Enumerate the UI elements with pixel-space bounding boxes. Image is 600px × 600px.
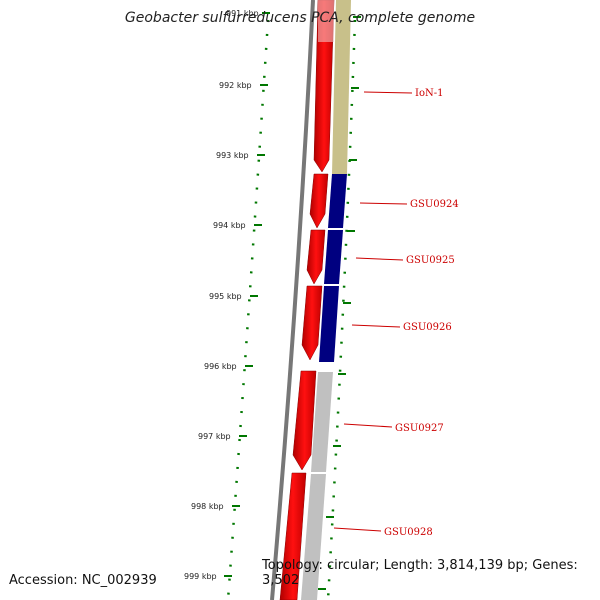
gene-arrow-red[interactable] [306, 229, 326, 285]
gene-block-GSU0925[interactable] [324, 230, 343, 284]
gene-label-text: GSU0924 [410, 199, 459, 210]
gene-label-IoN-1: IoN-1 [363, 88, 443, 99]
gene-arrow-red[interactable] [279, 472, 307, 600]
gene-block-GSU0927[interactable] [311, 372, 333, 472]
gene-label-GSU0927: GSU0927 [343, 423, 444, 434]
gene-block-GSU0926[interactable] [319, 286, 339, 362]
gene-cap [318, 0, 334, 42]
kbp-tick-label: 998 kbp [191, 502, 224, 511]
genome-backbone [270, 0, 315, 600]
gene-label-GSU0924: GSU0924 [359, 199, 459, 210]
gene-block-IoN-1[interactable] [332, 0, 351, 174]
kbp-tick-group-991: 991 kbp [226, 9, 270, 18]
kbp-tick-group-996: 996 kbp [204, 362, 253, 371]
kbp-tick-label: 996 kbp [204, 362, 237, 371]
outer-tick-marks [318, 16, 361, 590]
gene-label-GSU0925: GSU0925 [355, 255, 455, 266]
kbp-tick-label: 999 kbp [184, 572, 217, 581]
kbp-tick-label: 994 kbp [213, 221, 246, 230]
kbp-tick-group-998: 998 kbp [191, 502, 240, 511]
kbp-tick-group-992: 992 kbp [219, 81, 268, 90]
gene-block-GSU0924[interactable] [328, 174, 347, 228]
reverse-strand-genes [301, 0, 351, 600]
scale-dotted-track [226, 19, 270, 600]
kbp-tick-label: 993 kbp [216, 151, 249, 160]
forward-strand-genes [279, 0, 335, 600]
gene-label-text: IoN-1 [415, 88, 443, 99]
kbp-tick-group-997: 997 kbp [198, 432, 247, 441]
kbp-tick-label: 997 kbp [198, 432, 231, 441]
gene-label-text: GSU0925 [406, 255, 455, 266]
kbp-tick-label: 995 kbp [209, 292, 242, 301]
gene-arrow-red[interactable] [313, 0, 335, 173]
gene-label-text: GSU0928 [384, 527, 433, 538]
kbp-tick-label: 991 kbp [226, 9, 259, 18]
gene-arrow-red[interactable] [309, 173, 329, 229]
kbp-tick-group-993: 993 kbp [216, 151, 265, 160]
gene-block-GSU0928[interactable] [301, 474, 326, 600]
kbp-tick-group-999: 999 kbp [184, 572, 232, 581]
gene-label-GSU0928: GSU0928 [333, 527, 433, 538]
gene-label-text: GSU0926 [403, 322, 452, 333]
gene-label-text: GSU0927 [395, 423, 444, 434]
kbp-tick-group-994: 994 kbp [213, 221, 262, 230]
gene-label-GSU0926: GSU0926 [351, 322, 452, 333]
gene-arrow-red[interactable] [292, 370, 317, 471]
kbp-tick-label: 992 kbp [219, 81, 252, 90]
genome-stats-text: Topology: circular; Length: 3,814,139 bp… [262, 558, 578, 588]
map-title: Geobacter sulfurreducens PCA, complete g… [124, 10, 476, 26]
accession-text: Accession: NC_002939 [9, 573, 157, 588]
gene-arrow-red[interactable] [301, 285, 323, 361]
kbp-tick-group-995: 995 kbp [209, 292, 258, 301]
